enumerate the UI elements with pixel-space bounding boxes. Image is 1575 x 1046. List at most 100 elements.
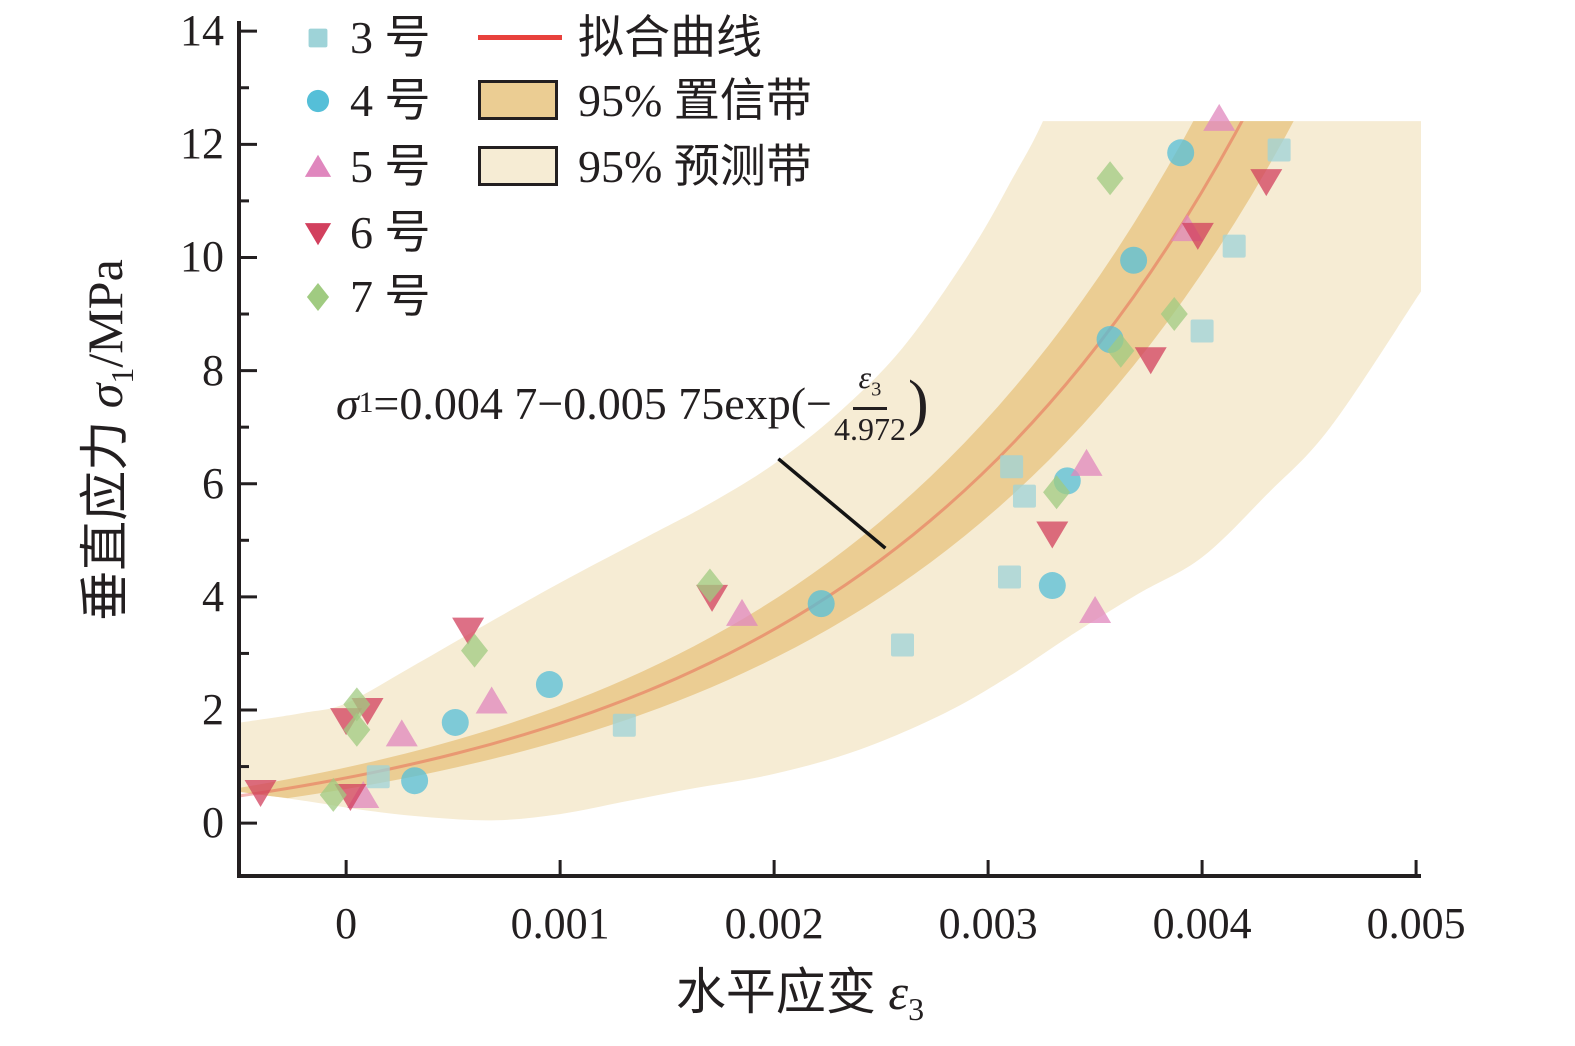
data-point-triangle-down [1134,347,1167,375]
equation-sigma: σ [336,377,359,429]
legend-circle-icon [306,89,330,113]
legend-item-label: 6 号 [350,207,431,258]
legend-triangle-up-icon [304,154,332,177]
data-point-square [1012,484,1036,508]
y-tick-label: 8 [202,345,224,395]
y-tick-label: 6 [202,458,224,508]
legend-item-label: 3 号 [350,12,431,63]
x-axis-epsilon-subscript: 3 [908,991,925,1027]
x-tick-label: 0.001 [510,899,610,948]
data-point-circle [807,590,835,618]
series-4号 [401,139,1195,795]
data-point-square [1222,234,1246,258]
legend-item-label: 7 号 [350,271,431,322]
x-axis-epsilon-symbol: ε [888,964,909,1020]
equation-epsilon-subscript: 3 [871,378,882,401]
data-point-triangle-up [385,719,418,747]
legend-item-label: 4 号 [350,75,431,126]
data-point-triangle-down [452,617,485,645]
equation-body: =0.004 7−0.005 75exp(− [373,377,832,429]
data-point-diamond [1043,475,1071,510]
x-axis-label: 水平应变 ε3 [540,952,1060,1028]
data-point-triangle-down [304,223,332,246]
data-point-circle [1038,572,1066,600]
equation-fraction: ε3 4.972 [834,360,906,446]
x-tick-label: 0.004 [1152,899,1252,948]
data-point-diamond [461,633,489,668]
data-point-triangle-up [1079,596,1112,624]
equation-sigma-subscript: 1 [358,386,374,419]
data-point-square [366,765,390,789]
data-point-triangle-up [726,598,759,626]
data-point-circle [535,671,563,699]
legend-item-label: 5 号 [350,141,431,192]
legend-fit-curve-sample [478,35,562,40]
data-point-circle [1167,139,1195,167]
legend-square-icon [308,28,328,48]
data-point-diamond [343,687,371,722]
y-tick-label: 2 [202,684,224,734]
data-point-diamond [696,568,724,603]
x-tick-label: 0 [335,899,358,948]
y-axis-label: 垂直应力 σ1/MPa [65,259,141,621]
data-point-square [1267,138,1291,162]
data-point-triangle-down [1036,521,1069,549]
series-3号 [366,138,1291,789]
data-point-triangle-up [1070,448,1103,476]
annotation-pointer-line [777,457,887,550]
data-point-triangle-down [244,780,277,808]
y-axis-unit: /MPa [77,259,133,368]
data-point-square [308,28,328,48]
y-tick-label: 10 [180,232,224,282]
data-point-triangle-down [1181,222,1214,250]
data-point-diamond [1107,333,1135,368]
data-point-circle [306,89,330,113]
data-point-square [891,633,915,657]
legend-confidence-band-label: 95% 置信带 [578,75,812,126]
legend-fit-curve-label: 拟合曲线 [578,12,762,63]
y-axis-label-cn: 垂直应力 [77,408,133,621]
data-point-diamond [319,777,347,812]
y-axis-sigma-symbol: σ [77,383,133,409]
data-point-circle [401,767,429,795]
legend-diamond-icon [306,283,330,311]
x-axis-label-cn: 水平应变 [675,964,889,1020]
x-tick-label: 0.005 [1366,899,1466,948]
legend-confidence-band-swatch [478,80,558,120]
y-tick-label: 14 [180,6,224,56]
x-tick-label: 0.002 [724,899,824,948]
data-point-diamond [306,283,330,311]
equation-fraction-denominator: 4.972 [833,411,906,448]
data-point-triangle-up [304,154,332,177]
data-point-square [1000,455,1024,479]
y-axis-sigma-subscript: 1 [104,367,140,384]
data-point-triangle-up [475,686,508,714]
equation-close-paren: ) [907,369,929,438]
y-tick-label: 0 [202,798,224,848]
legend-triangle-down-icon [304,223,332,246]
equation-fraction-numerator: ε3 [852,359,888,411]
data-point-square [997,565,1021,589]
data-point-diamond [343,712,371,747]
confidence-band-area [237,121,1294,799]
legend-prediction-band-label: 95% 预测带 [578,141,812,192]
fit-equation: σ 1 =0.004 7−0.005 75exp(− ε3 4.972) [336,360,929,446]
y-tick-label: 12 [180,119,224,169]
data-point-circle [1120,246,1148,274]
legend-prediction-band-swatch [478,146,558,186]
data-point-triangle-up [1203,103,1236,131]
axes [237,21,1421,878]
data-point-circle [441,708,469,736]
x-tick-label: 0.003 [938,899,1038,948]
equation-epsilon: ε [858,359,872,395]
series-7号 [319,161,1188,812]
data-point-diamond [1096,161,1124,196]
tick-marks [239,29,1418,876]
data-point-square [1190,319,1214,343]
data-point-diamond [1160,297,1188,332]
data-point-triangle-down [1250,169,1283,197]
y-tick-label: 4 [202,571,224,621]
data-point-square [612,713,636,737]
